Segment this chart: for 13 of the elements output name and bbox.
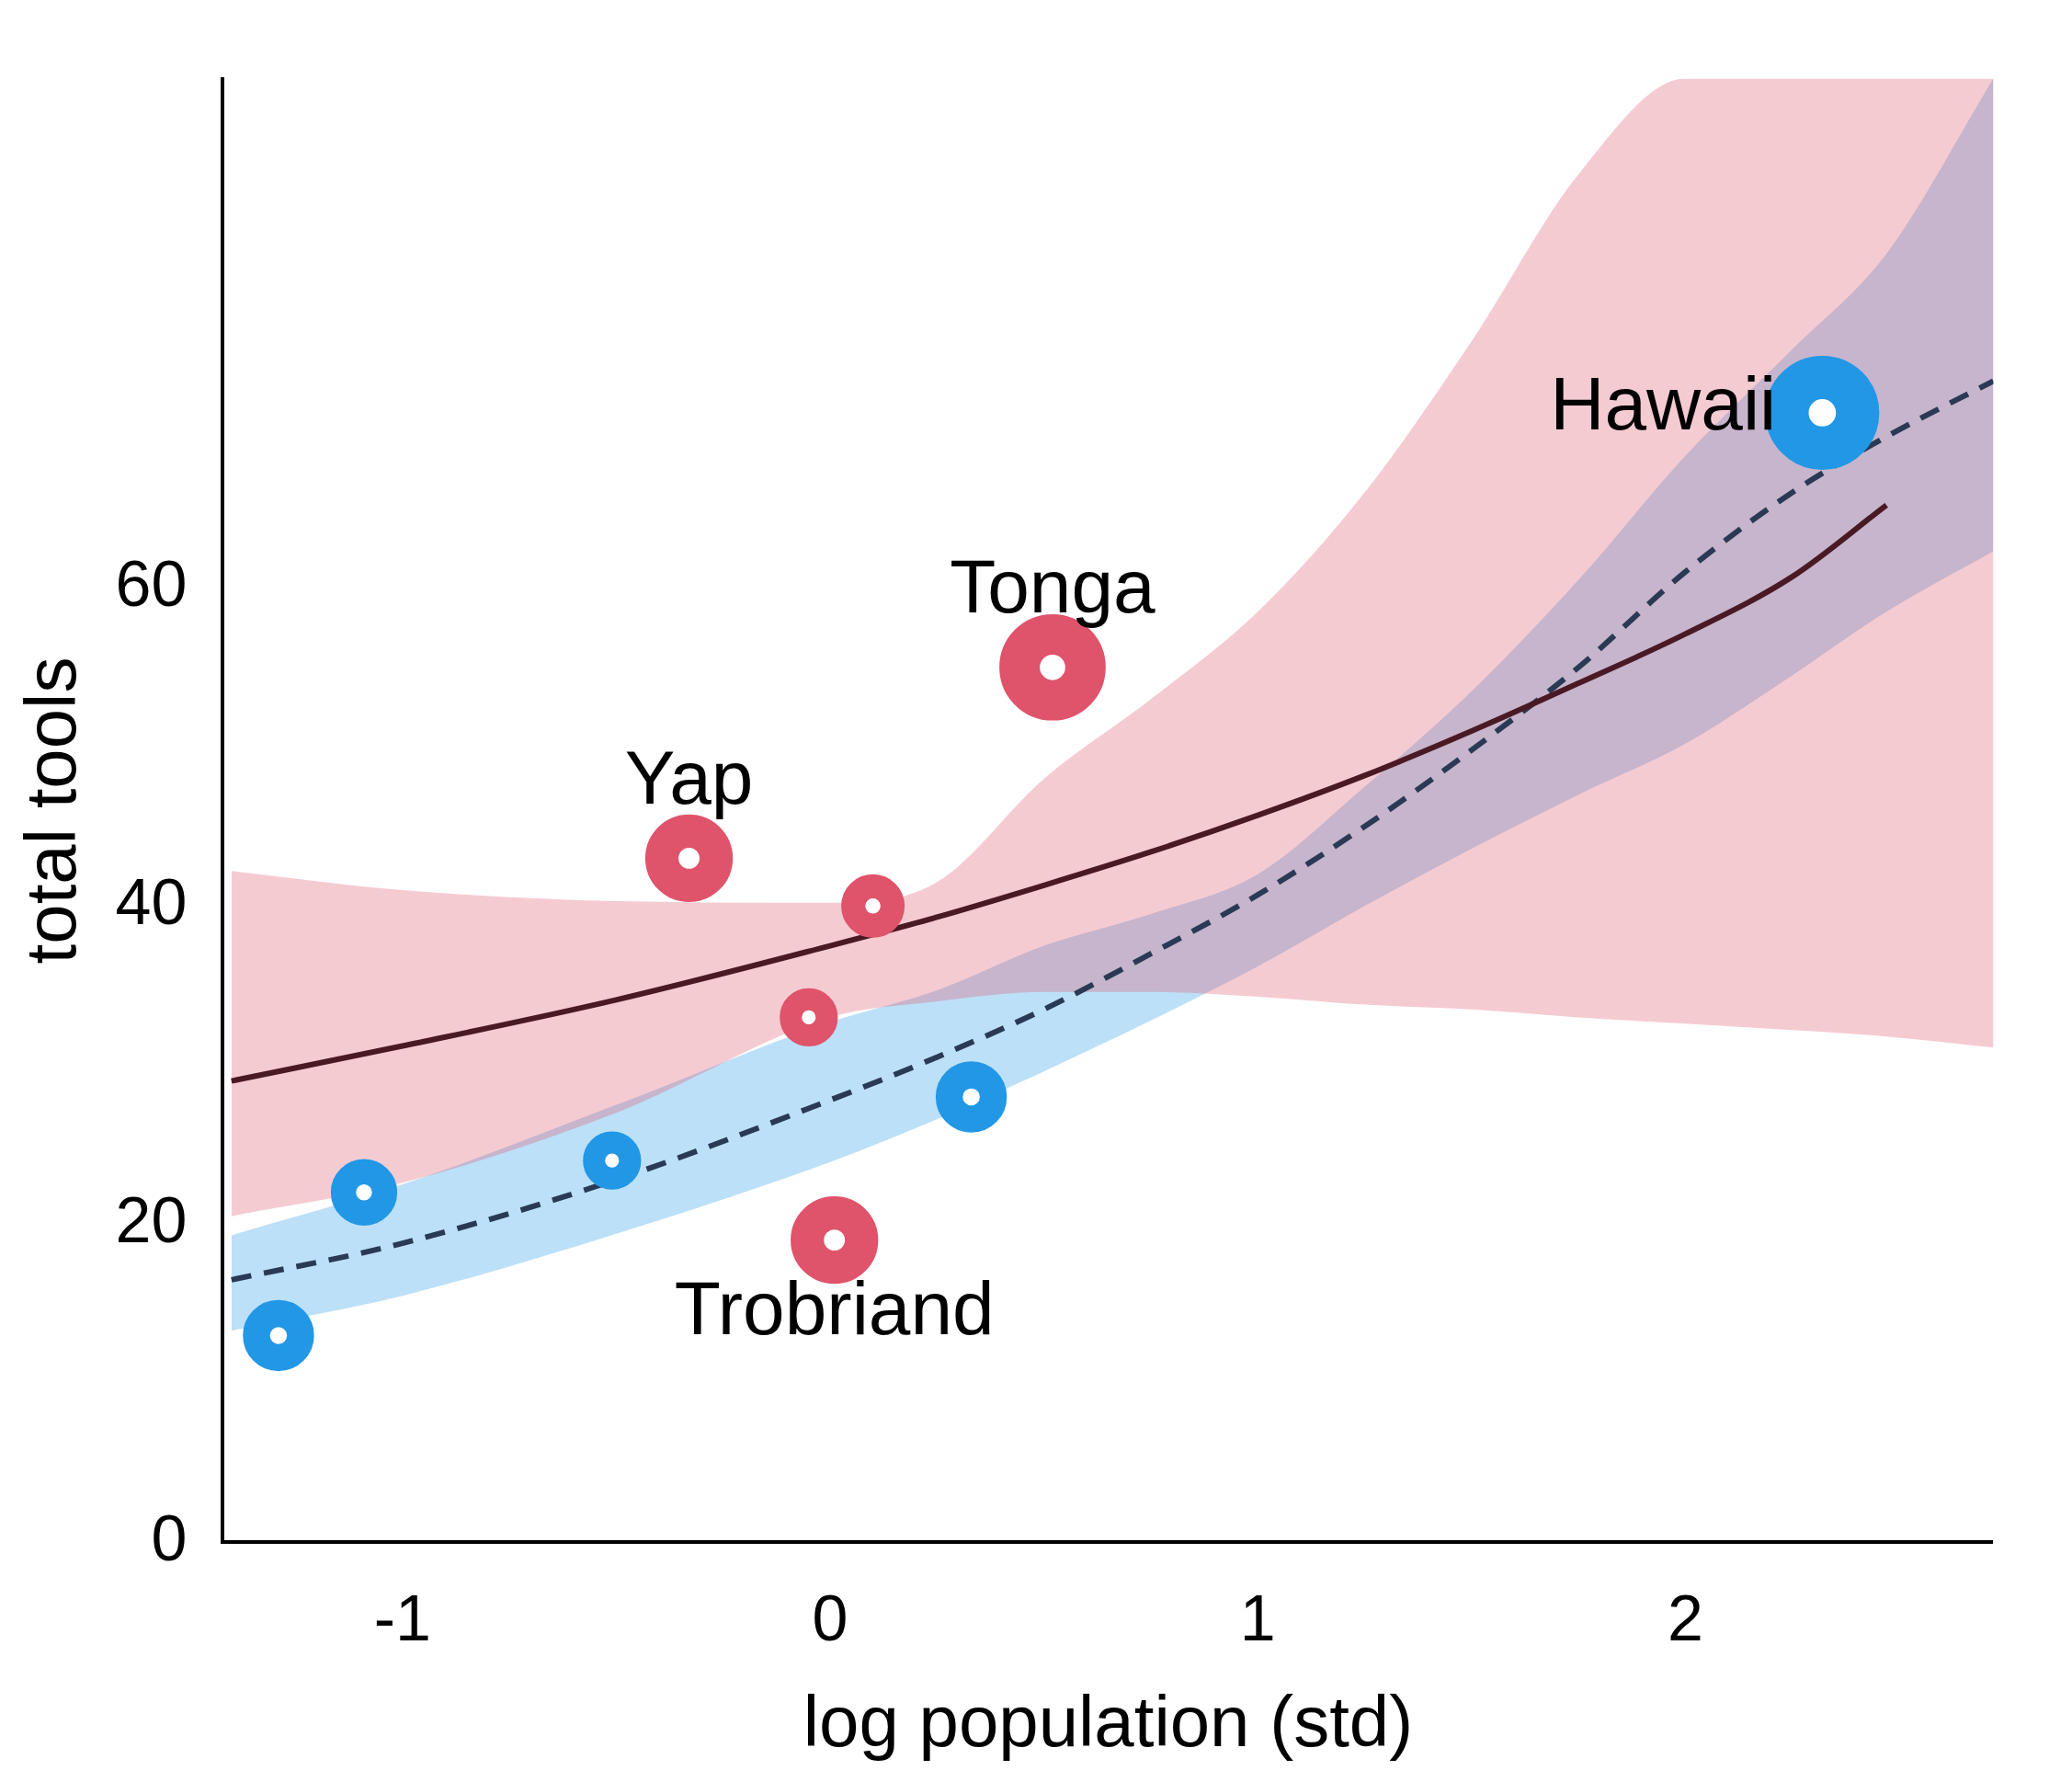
- y-axis-title: total tools: [10, 657, 92, 965]
- x-tick-label: -1: [373, 1582, 431, 1654]
- x-axis-title: log population (std): [803, 1680, 1414, 1762]
- y-tick-label: 60: [115, 547, 188, 620]
- annotation: Trobriand: [674, 1266, 995, 1351]
- y-tick-label: 20: [115, 1183, 188, 1256]
- annotation: Tonga: [950, 544, 1156, 629]
- y-tick-label: 0: [151, 1502, 188, 1574]
- annotation: Yap: [624, 736, 754, 819]
- x-tick-label: 1: [1239, 1582, 1276, 1654]
- x-tick-label: 0: [812, 1582, 848, 1654]
- x-tick-label: 2: [1668, 1582, 1703, 1654]
- y-tick-label: 40: [115, 865, 188, 938]
